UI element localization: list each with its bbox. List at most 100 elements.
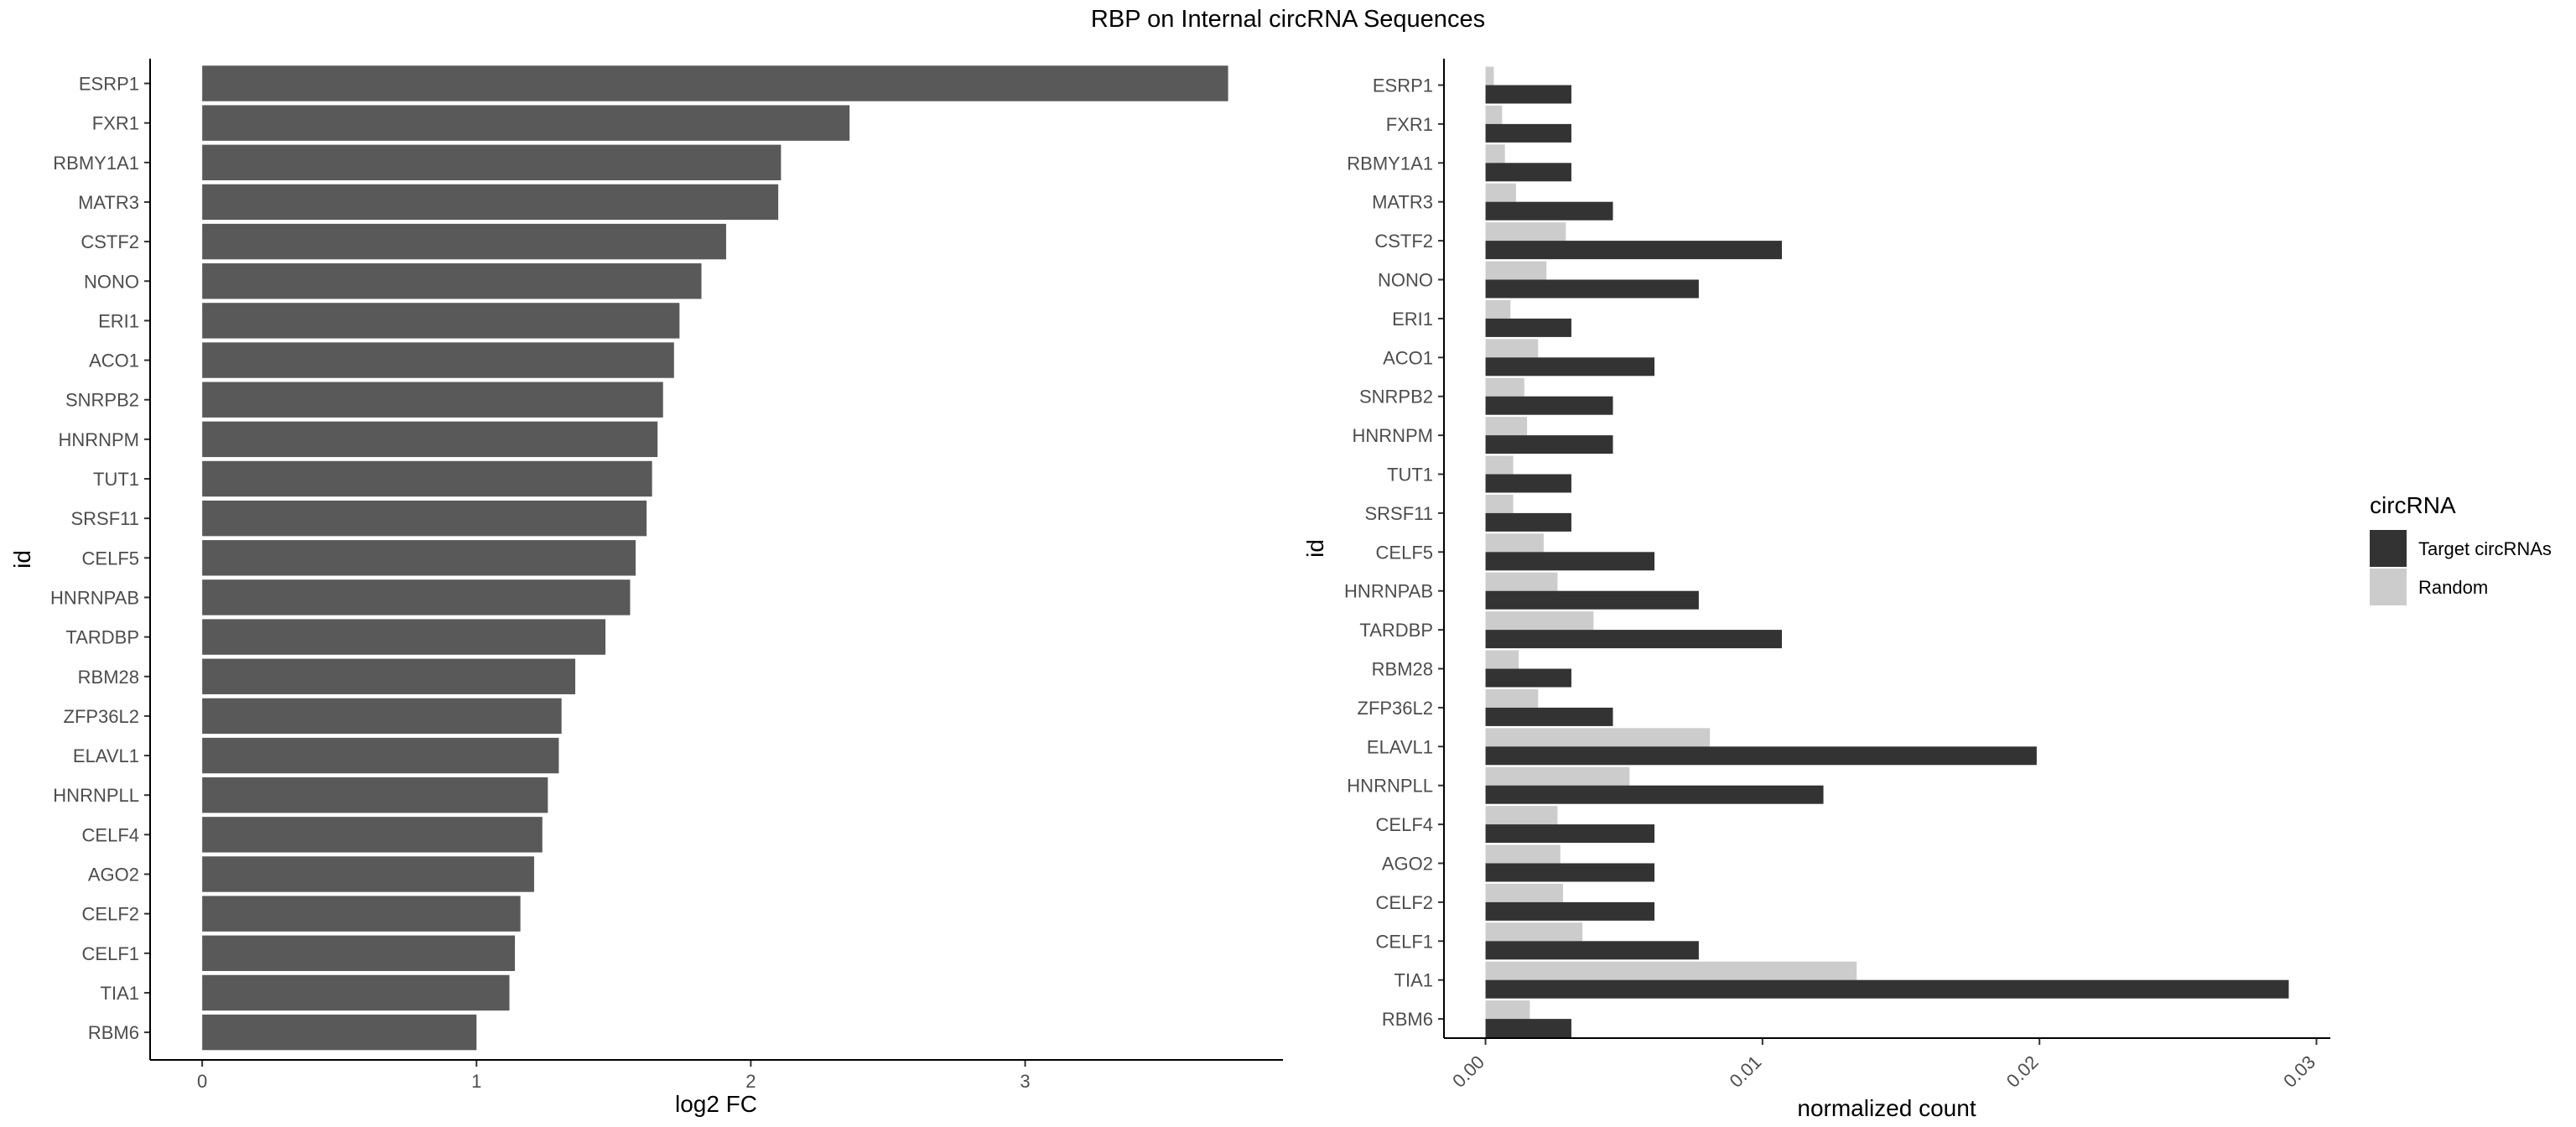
bar-target-celf4 [1485,824,1655,844]
bar-ago2 [202,856,534,892]
bar-random-celf1 [1485,922,1583,942]
legend-swatch [2370,530,2407,567]
y-tick-label-matr3: MATR3 [1372,192,1433,213]
bar-random-tut1 [1485,455,1514,475]
bar-celf4 [202,817,543,853]
bar-celf5 [202,540,636,576]
legend-title: circRNA [2370,492,2456,518]
y-tick-label-srsf11: SRSF11 [70,508,139,529]
bar-random-celf5 [1485,533,1544,553]
y-tick-label-cstf2: CSTF2 [80,231,139,252]
bar-target-elavl1 [1485,746,2037,766]
y-tick-label-rbm28: RBM28 [1372,659,1433,680]
bar-random-elavl1 [1485,728,1711,747]
bar-target-zfp36l2 [1485,707,1613,726]
bar-rbmy1a1 [202,144,782,180]
y-tick-label-celf1: CELF1 [82,943,139,964]
bar-target-srsf11 [1485,512,1571,532]
bar-snrpb2 [202,382,663,418]
right-x-axis-title: normalized count [1797,1095,1976,1121]
right-bars [1485,66,2289,1038]
y-tick-label-tut1: TUT1 [93,469,139,490]
y-tick-label-esrp1: ESRP1 [1373,75,1433,96]
x-tick-label: 0.00 [1448,1052,1488,1092]
bar-target-snrpb2 [1485,396,1613,415]
y-tick-label-celf2: CELF2 [1376,892,1433,913]
y-tick-label-hnrnpm: HNRNPM [1352,425,1433,446]
bar-rbm28 [202,658,576,694]
bar-random-eri1 [1485,299,1511,319]
y-tick-label-ago2: AGO2 [88,865,139,886]
y-tick-label-tardbp: TARDBP [65,627,139,648]
y-tick-label-elavl1: ELAVL1 [73,745,139,766]
y-tick-label-cstf2: CSTF2 [1374,231,1433,252]
right-x-ticks: 0.00 0.01 0.02 0.03 [1448,1038,2319,1092]
bar-target-celf5 [1485,552,1655,571]
y-tick-label-celf4: CELF4 [82,824,139,845]
bar-target-eri1 [1485,318,1571,337]
bar-rbm6 [202,1014,477,1051]
x-tick-label: 1 [471,1071,481,1092]
y-tick-label-tia1: TIA1 [1394,970,1433,991]
bar-zfp36l2 [202,698,562,735]
figure-title: RBP on Internal circRNA Sequences [1091,6,1485,33]
bar-random-hnrnpll [1485,766,1630,786]
bar-celf2 [202,896,521,932]
bar-nono [202,263,702,299]
y-tick-label-hnrnpab: HNRNPAB [1344,581,1433,602]
y-tick-label-celf5: CELF5 [82,548,139,569]
left-bars [202,65,1228,1051]
bar-target-aco1 [1485,357,1655,377]
y-tick-label-snrpb2: SNRPB2 [65,390,139,411]
left-bar-chart: ESRP1 FXR1 RBMY1A1 MATR3 CSTF2 NONO ERI1 ACO1 SN… [9,59,1283,1117]
bar-target-celf1 [1485,941,1699,960]
bar-target-tut1 [1485,474,1571,493]
y-tick-label-aco1: ACO1 [89,351,139,371]
legend-label: Target circRNAs [2418,538,2552,559]
right-grouped-bar-chart: ESRP1 FXR1 RBMY1A1 MATR3 CSTF2 NONO ERI1 ACO1 SN… [1302,59,2330,1121]
y-tick-label-eri1: ERI1 [1392,309,1433,330]
bar-random-esrp1 [1485,66,1494,86]
bar-target-tardbp [1485,630,1782,649]
bar-aco1 [202,342,674,378]
legend-label: Random [2418,577,2488,598]
bar-target-hnrnpm [1485,435,1613,454]
bar-target-tia1 [1485,979,2289,999]
y-tick-label-aco1: ACO1 [1383,347,1433,368]
left-y-tick-labels: ESRP1 FXR1 RBMY1A1 MATR3 CSTF2 NONO ERI1 ACO1 SN… [50,74,150,1043]
bar-random-zfp36l2 [1485,688,1539,708]
bar-random-ago2 [1485,844,1561,864]
bar-target-fxr1 [1485,123,1571,143]
y-tick-label-matr3: MATR3 [78,192,139,213]
bar-random-aco1 [1485,339,1539,358]
bar-random-snrpb2 [1485,377,1524,397]
bar-target-hnrnpab [1485,590,1699,610]
bar-random-hnrnpab [1485,572,1558,591]
bar-fxr1 [202,105,850,141]
y-tick-label-fxr1: FXR1 [1386,114,1433,135]
y-tick-label-elavl1: ELAVL1 [1367,736,1433,757]
bar-random-matr3 [1485,183,1516,202]
left-x-ticks: 0 1 2 3 [197,1060,1031,1092]
y-tick-label-rbmy1a1: RBMY1A1 [53,153,139,174]
x-tick-label: 0.02 [2002,1052,2043,1092]
bar-hnrnpm [202,421,658,458]
bar-target-celf2 [1485,901,1655,921]
bar-random-celf2 [1485,883,1564,902]
left-y-axis-title: id [9,550,35,569]
y-tick-label-celf5: CELF5 [1376,542,1433,563]
bar-random-tia1 [1485,961,1857,980]
x-tick-label: 0.01 [1725,1052,1765,1092]
y-tick-label-nono: NONO [1378,270,1433,291]
bar-hnrnpab [202,579,631,615]
y-tick-label-hnrnpab: HNRNPAB [50,587,139,608]
bar-celf1 [202,935,516,971]
right-y-tick-labels: ESRP1 FXR1 RBMY1A1 MATR3 CSTF2 NONO ERI1 ACO1 SN… [1344,75,1444,1030]
bar-esrp1 [202,65,1228,101]
bar-target-rbmy1a1 [1485,163,1571,182]
left-x-axis-title: log2 FC [675,1091,757,1117]
y-tick-label-rbm28: RBM28 [78,667,139,688]
bar-random-celf4 [1485,806,1558,825]
y-tick-label-eri1: ERI1 [98,310,139,331]
